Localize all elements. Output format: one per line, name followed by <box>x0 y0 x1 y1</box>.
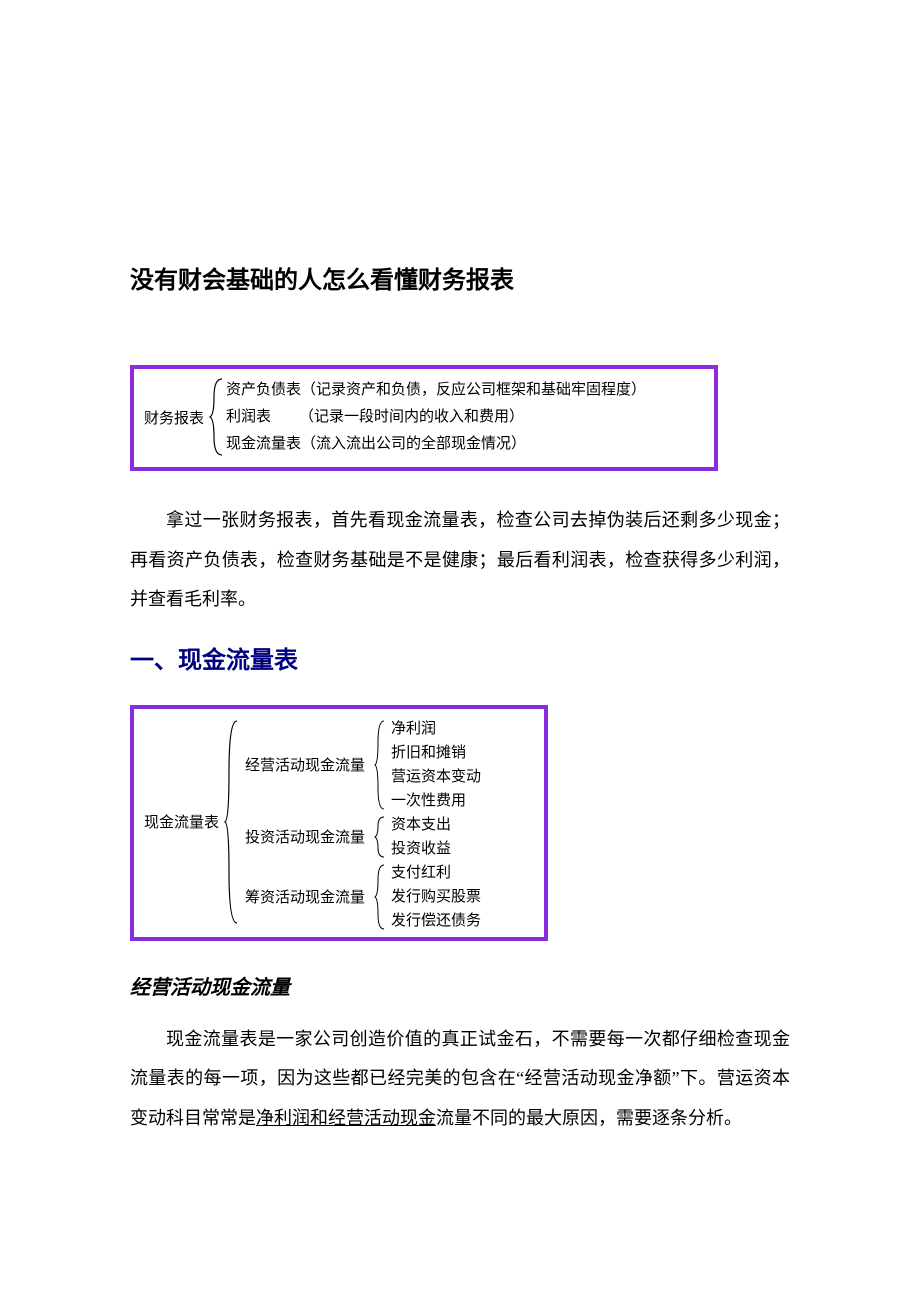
leaf-item: 折旧和摊销 <box>387 741 481 765</box>
tree-row: 资产负债表（记录资产和负债，反应公司框架和基础牢固程度） <box>226 377 646 404</box>
branch-financing: 筹资活动现金流量 支付红利 发行购买股票 发行偿还债务 <box>241 861 481 933</box>
branch-label: 筹资活动现金流量 <box>241 886 373 907</box>
leaf-item: 发行偿还债务 <box>387 909 481 933</box>
tree-root-label: 财务报表 <box>144 407 208 428</box>
diagram-cashflow: 现金流量表 经营活动现金流量 净利润 折旧和摊销 营运资本变动 一次性费用 <box>130 705 548 941</box>
tree-row: 利润表（记录一段时间内的收入和费用） <box>226 404 646 431</box>
intro-paragraph: 拿过一张财务报表，首先看现金流量表，检查公司去掉伪装后还剩多少现金；再看资产负债… <box>130 501 790 620</box>
subheading-operating-cashflow: 经营活动现金流量 <box>130 971 790 1000</box>
para-text-b: 流量不同的最大原因，需要逐条分析。 <box>436 1108 742 1128</box>
diagram-financial-statements: 财务报表 资产负债表（记录资产和负债，反应公司框架和基础牢固程度） 利润表（记录… <box>130 365 718 471</box>
row-desc: （流入流出公司的全部现金情况） <box>301 436 526 452</box>
operating-paragraph: 现金流量表是一家公司创造价值的真正试金石，不需要每一次都仔细检查现金流量表的每一… <box>130 1020 790 1139</box>
mid-column: 经营活动现金流量 净利润 折旧和摊销 营运资本变动 一次性费用 投资活动现金流量 <box>241 717 481 927</box>
leaf-item: 发行购买股票 <box>387 885 481 909</box>
leaf-item: 资本支出 <box>387 813 451 837</box>
leaf-item: 支付红利 <box>387 861 481 885</box>
leaf-column: 支付红利 发行购买股票 发行偿还债务 <box>387 861 481 933</box>
tree-root-group: 财务报表 资产负债表（记录资产和负债，反应公司框架和基础牢固程度） 利润表（记录… <box>144 377 704 457</box>
nested-tree: 现金流量表 经营活动现金流量 净利润 折旧和摊销 营运资本变动 一次性费用 <box>144 717 534 927</box>
leaf-item: 投资收益 <box>387 837 451 861</box>
brace-icon <box>373 862 387 932</box>
para-underline: 净利润和经营活动现金 <box>256 1108 436 1128</box>
branch-investing: 投资活动现金流量 资本支出 投资收益 <box>241 813 481 861</box>
section-heading-cashflow: 一、现金流量表 <box>130 640 790 675</box>
row-desc: （记录一段时间内的收入和费用） <box>299 409 524 425</box>
document-page: 没有财会基础的人怎么看懂财务报表 财务报表 资产负债表（记录资产和负债，反应公司… <box>0 0 920 1215</box>
leaf-column: 净利润 折旧和摊销 营运资本变动 一次性费用 <box>387 717 481 813</box>
brace-icon <box>373 718 387 812</box>
leaf-item: 净利润 <box>387 717 481 741</box>
leaf-column: 资本支出 投资收益 <box>387 813 451 861</box>
leaf-item: 一次性费用 <box>387 789 481 813</box>
brace-icon <box>373 814 387 860</box>
brace-icon <box>208 377 226 457</box>
row-label: 资产负债表 <box>226 382 301 398</box>
branch-label: 投资活动现金流量 <box>241 826 373 847</box>
tree-root-label: 现金流量表 <box>144 811 223 832</box>
page-title: 没有财会基础的人怎么看懂财务报表 <box>130 260 790 295</box>
branch-operating: 经营活动现金流量 净利润 折旧和摊销 营运资本变动 一次性费用 <box>241 717 481 813</box>
tree-row: 现金流量表（流入流出公司的全部现金情况） <box>226 431 646 458</box>
branch-label: 经营活动现金流量 <box>241 754 373 775</box>
brace-icon <box>223 717 241 927</box>
row-label: 利润表 <box>226 409 299 425</box>
leaf-item: 营运资本变动 <box>387 765 481 789</box>
tree-children: 资产负债表（记录资产和负债，反应公司框架和基础牢固程度） 利润表（记录一段时间内… <box>226 377 646 457</box>
row-desc: （记录资产和负债，反应公司框架和基础牢固程度） <box>301 382 646 398</box>
row-label: 现金流量表 <box>226 436 301 452</box>
